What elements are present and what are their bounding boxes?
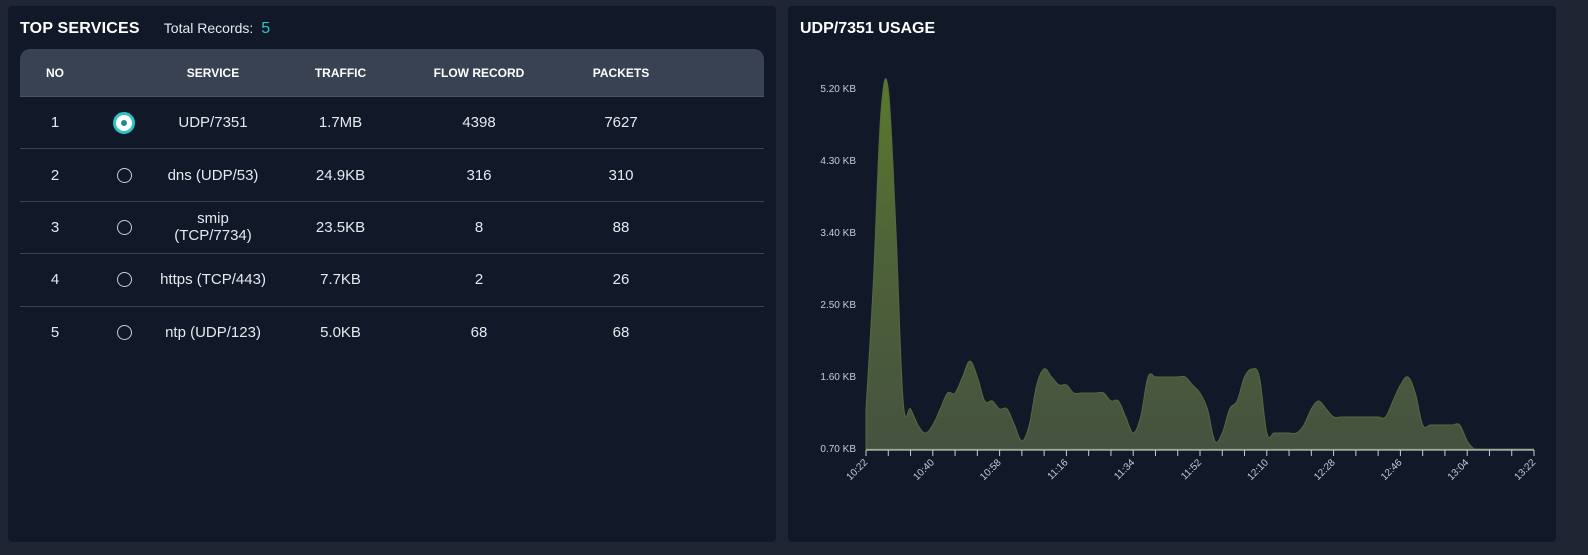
column-header-flow-record: FLOW RECORD (433, 65, 525, 80)
column-header-packets: PACKETS (592, 65, 650, 80)
service-radio-button[interactable] (113, 111, 135, 134)
usage-chart-panel: UDP/7351 USAGE 0.70 KB 1.60 KB 2.50 KB 3.40… (788, 6, 1556, 542)
x-tick-label: 11:52 (1179, 457, 1204, 482)
row-select[interactable] (90, 111, 158, 134)
x-tick-label: 12:46 (1379, 457, 1405, 483)
services-table: NO SERVICE TRAFFIC FLOW RECORD PACKETS 1… (20, 49, 764, 359)
x-tick-label: 11:34 (1112, 457, 1137, 482)
table-row[interactable]: 1 UDP/7351 1.7MB 4398 7627 (20, 97, 764, 150)
x-tick-label: 11:16 (1046, 457, 1071, 482)
row-no: 4 (50, 271, 60, 289)
x-tick-label: 13:04 (1446, 457, 1472, 483)
usage-area-chart: 0.70 KB 1.60 KB 2.50 KB 3.40 KB 4.30 KB 5.20 … (820, 78, 1539, 483)
row-select[interactable] (90, 167, 158, 183)
panel-title: TOP SERVICES (20, 20, 140, 37)
service-radio-button[interactable] (116, 219, 132, 235)
row-packets: 7627 (604, 114, 638, 132)
row-traffic: 1.7MB (318, 114, 363, 132)
x-tick-label: 13:22 (1513, 457, 1539, 483)
table-row[interactable]: 2 dns (UDP/53) 24.9KB 316 310 (20, 149, 764, 202)
row-traffic: 24.9KB (315, 166, 366, 184)
row-packets: 68 (612, 324, 630, 342)
service-radio-button[interactable] (116, 272, 132, 288)
y-tick-label: 5.20 KB (820, 84, 856, 95)
row-no: 2 (50, 166, 60, 184)
row-traffic: 23.5KB (315, 218, 366, 236)
y-tick-label: 4.30 KB (820, 156, 856, 167)
y-tick-label: 2.50 KB (820, 300, 856, 311)
row-service: smip (TCP/7734) (174, 210, 252, 245)
row-flow-record: 4398 (462, 114, 496, 132)
chart-title: UDP/7351 USAGE (800, 20, 936, 37)
row-packets: 26 (612, 271, 630, 289)
row-flow-record: 2 (474, 271, 484, 289)
column-header-traffic: TRAFFIC (314, 65, 367, 80)
top-services-panel: TOP SERVICES Total Records: 5 NO SERVICE… (8, 6, 776, 542)
row-packets: 310 (608, 166, 634, 184)
x-tick-label: 10:40 (911, 457, 937, 483)
row-select[interactable] (90, 272, 158, 288)
usage-area-series (865, 78, 1534, 450)
table-row[interactable]: 4 https (TCP/443) 7.7KB 2 26 (20, 254, 764, 307)
x-tick-label: 12:28 (1312, 457, 1338, 483)
row-select[interactable] (90, 325, 158, 341)
row-service: https (TCP/443) (160, 271, 266, 289)
table-row[interactable]: 5 ntp (UDP/123) 5.0KB 68 68 (20, 307, 764, 359)
x-tick-label: 10:58 (978, 457, 1004, 483)
table-header: NO SERVICE TRAFFIC FLOW RECORD PACKETS (20, 49, 764, 97)
table-body: 1 UDP/7351 1.7MB 4398 7627 2 dns (UDP/53) 24.9K… (20, 97, 764, 359)
y-tick-label: 0.70 KB (820, 444, 856, 455)
column-header-service: SERVICE (186, 65, 240, 80)
x-tick-label: 12:10 (1245, 457, 1271, 483)
row-service: dns (UDP/53) (167, 166, 259, 184)
row-traffic: 5.0KB (320, 324, 361, 342)
row-no: 5 (50, 324, 60, 342)
top-services-header: TOP SERVICES Total Records: 5 (20, 20, 270, 38)
column-header-no: NO (46, 65, 64, 80)
total-records-value: 5 (261, 20, 271, 37)
row-flow-record: 8 (474, 218, 484, 236)
y-tick-label: 1.60 KB (820, 372, 856, 383)
table-row[interactable]: 3 smip (TCP/7734) 23.5KB 8 88 (20, 202, 764, 255)
row-traffic: 7.7KB (320, 271, 361, 289)
row-no: 3 (50, 218, 60, 236)
row-service: ntp (UDP/123) (165, 324, 261, 342)
row-packets: 88 (612, 218, 630, 236)
row-flow-record: 316 (466, 166, 492, 184)
y-tick-label: 3.40 KB (820, 228, 856, 239)
total-records-label: Total Records: (163, 20, 254, 36)
row-no: 1 (50, 114, 60, 132)
service-radio-button[interactable] (116, 325, 132, 341)
row-service: UDP/7351 (178, 114, 248, 132)
row-flow-record: 68 (470, 324, 488, 342)
row-select[interactable] (90, 219, 158, 235)
service-radio-button[interactable] (116, 167, 132, 183)
x-tick-label: 10:22 (845, 457, 871, 483)
